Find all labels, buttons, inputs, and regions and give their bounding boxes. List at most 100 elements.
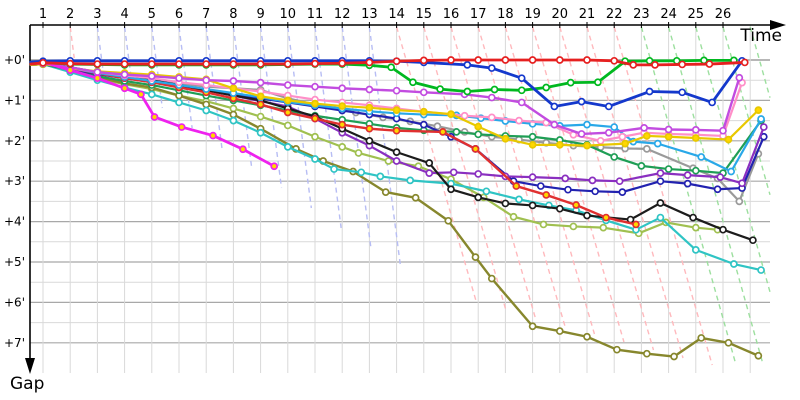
series-point-olive[interactable]	[528, 322, 537, 331]
series-point-orchid[interactable]	[338, 84, 347, 93]
series-point-yellow[interactable]	[583, 141, 591, 150]
series-point-black[interactable]	[447, 185, 455, 194]
series-point-crimson[interactable]	[572, 201, 580, 209]
series-point-orchid[interactable]	[487, 93, 496, 102]
series-point-red[interactable]	[447, 56, 455, 64]
series-point-green[interactable]	[566, 78, 575, 87]
series-point-red[interactable]	[740, 58, 749, 67]
series-point-orchid[interactable]	[604, 128, 613, 137]
series-point-olive[interactable]	[229, 110, 238, 119]
series-point-blue[interactable]	[708, 98, 716, 107]
series-point-olive[interactable]	[202, 100, 211, 109]
series-point-seagreen[interactable]	[691, 166, 700, 175]
series-point-crimson[interactable]	[632, 220, 640, 229]
series-point-turquoise[interactable]	[175, 98, 183, 107]
series-point-magenta[interactable]	[177, 123, 186, 131]
series-point-yellowgreen[interactable]	[229, 104, 238, 113]
series-point-yellowgreen[interactable]	[354, 149, 363, 157]
series-point-yellowgreen[interactable]	[569, 222, 578, 231]
series-point-orchid[interactable]	[311, 82, 319, 91]
series-point-deepsky[interactable]	[610, 123, 619, 131]
series-point-yellowgreen[interactable]	[539, 220, 548, 229]
series-point-purple[interactable]	[683, 171, 692, 179]
series-point-turquoise[interactable]	[376, 172, 385, 181]
series-point-purple[interactable]	[528, 173, 537, 182]
series-point-turquoise[interactable]	[757, 266, 765, 274]
series-point-olive[interactable]	[613, 345, 621, 354]
series-point-turquoise[interactable]	[330, 165, 338, 173]
series-point-turquoise[interactable]	[656, 213, 665, 222]
series-point-red[interactable]	[256, 60, 265, 68]
series-point-magenta[interactable]	[270, 162, 279, 171]
series-point-yellow[interactable]	[691, 134, 700, 142]
series-point-magenta[interactable]	[66, 66, 75, 74]
series-point-yellow[interactable]	[283, 96, 292, 105]
series-point-red[interactable]	[610, 56, 619, 65]
series-point-crimson[interactable]	[283, 108, 292, 117]
series-point-orchid[interactable]	[147, 72, 156, 81]
series-point-deepsky[interactable]	[697, 153, 706, 161]
series-point-pink[interactable]	[515, 116, 523, 125]
series-point-turquoise[interactable]	[357, 168, 366, 177]
series-point-orchid[interactable]	[577, 130, 586, 138]
series-point-red[interactable]	[202, 60, 211, 68]
series-point-blue[interactable]	[463, 60, 472, 69]
series-point-red[interactable]	[39, 58, 47, 67]
series-point-orchid[interactable]	[735, 73, 744, 82]
series-point-crimson[interactable]	[471, 145, 480, 153]
series-point-yellow[interactable]	[256, 92, 265, 101]
series-point-crimson[interactable]	[256, 100, 265, 109]
series-point-green[interactable]	[409, 78, 417, 87]
series-point-magenta[interactable]	[150, 113, 159, 121]
series-point-green[interactable]	[387, 63, 396, 72]
series-point-blue[interactable]	[550, 102, 559, 111]
series-point-yellow[interactable]	[528, 140, 537, 149]
series-point-seagreen[interactable]	[637, 161, 646, 170]
series-point-navy[interactable]	[419, 120, 428, 129]
series-point-orchid[interactable]	[229, 77, 238, 85]
series-point-navy[interactable]	[536, 182, 545, 190]
series-point-seagreen[interactable]	[474, 130, 483, 139]
series-point-red[interactable]	[705, 60, 714, 68]
series-point-magenta[interactable]	[93, 74, 102, 83]
series-point-orchid[interactable]	[93, 68, 102, 76]
series-point-red[interactable]	[528, 56, 537, 64]
series-point-turquoise[interactable]	[202, 106, 211, 115]
series-point-yellow[interactable]	[724, 135, 733, 144]
series-point-yellowgreen[interactable]	[599, 223, 608, 232]
series-point-blue[interactable]	[604, 102, 613, 111]
series-point-turquoise[interactable]	[730, 260, 738, 268]
series-point-purple[interactable]	[716, 173, 725, 182]
series-point-green[interactable]	[517, 86, 526, 95]
series-point-red[interactable]	[474, 56, 483, 64]
series-point-black[interactable]	[425, 159, 434, 167]
series-point-purple[interactable]	[615, 177, 624, 186]
series-point-turquoise[interactable]	[406, 176, 415, 185]
series-point-green[interactable]	[436, 85, 444, 93]
series-point-navy[interactable]	[618, 188, 627, 196]
series-point-blue[interactable]	[487, 64, 496, 72]
series-point-red[interactable]	[93, 60, 102, 68]
series-point-turquoise[interactable]	[311, 155, 319, 163]
series-point-turquoise[interactable]	[229, 116, 238, 125]
series-point-red[interactable]	[229, 60, 238, 68]
series-point-black[interactable]	[474, 193, 483, 202]
series-point-yellow[interactable]	[229, 84, 238, 93]
series-point-gray[interactable]	[735, 197, 744, 206]
series-point-orchid[interactable]	[365, 85, 374, 94]
series-point-crimson[interactable]	[512, 182, 521, 190]
series-point-black[interactable]	[365, 136, 374, 145]
series-point-black[interactable]	[392, 148, 401, 156]
series-point-olive[interactable]	[411, 193, 420, 202]
series-point-deepsky[interactable]	[757, 115, 765, 123]
series-point-red[interactable]	[175, 60, 183, 68]
series-point-orchid[interactable]	[550, 120, 559, 129]
series-point-red[interactable]	[419, 56, 428, 65]
series-point-red[interactable]	[392, 57, 401, 66]
series-point-red[interactable]	[501, 56, 510, 64]
series-point-purple[interactable]	[392, 157, 401, 165]
series-point-yellow[interactable]	[311, 99, 319, 108]
series-point-orchid[interactable]	[691, 126, 700, 134]
series-point-red[interactable]	[678, 60, 687, 69]
